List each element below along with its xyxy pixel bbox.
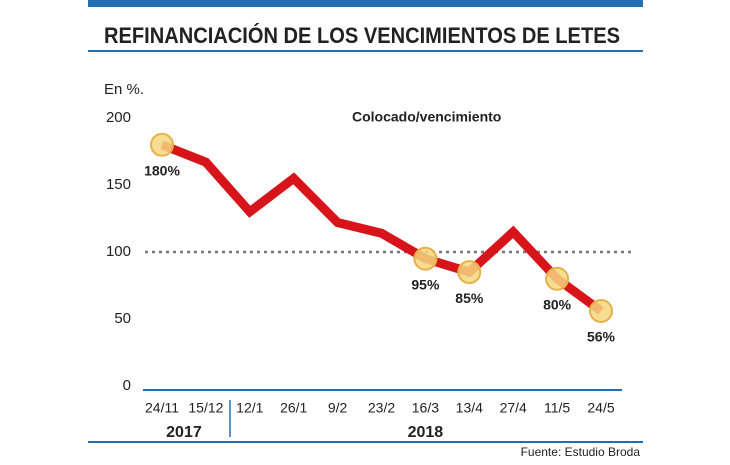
value-label: 80% <box>543 297 572 313</box>
value-label: 180% <box>144 163 180 179</box>
highlight-marker <box>150 132 174 157</box>
value-label: 56% <box>587 329 616 345</box>
x-tick-label: 11/5 <box>544 400 570 416</box>
chart-title: REFINANCIACIÓN DE LOS VENCIMIENTOS DE LE… <box>104 23 620 48</box>
x-tick-label: 9/2 <box>328 400 348 416</box>
year-label: 2017 <box>166 424 202 441</box>
top-bar <box>88 0 643 7</box>
x-tick-label: 16/3 <box>412 400 439 416</box>
y-axis-label: En %. <box>104 81 144 98</box>
y-tick-label: 100 <box>106 243 131 260</box>
x-tick-label: 27/4 <box>500 400 527 416</box>
y-tick-label: 200 <box>106 109 131 126</box>
y-tick-label: 50 <box>114 310 131 327</box>
x-tick-label: 12/1 <box>236 400 263 416</box>
source: Fuente: Estudio Broda <box>521 445 641 459</box>
year-label: 2018 <box>408 424 444 441</box>
highlight-marker <box>413 246 438 271</box>
line <box>160 140 604 315</box>
y-tick-label: 0 <box>123 377 131 394</box>
x-tick-label: 26/1 <box>280 400 307 416</box>
x-tick-label: 15/12 <box>188 400 223 416</box>
highlight-marker <box>589 298 613 323</box>
value-label: 95% <box>411 276 440 292</box>
highlight-marker <box>457 260 482 285</box>
annotation: Colocado/vencimiento <box>352 109 501 125</box>
value-label: 85% <box>455 290 484 306</box>
x-tick-label: 24/11 <box>145 400 179 416</box>
x-tick-label: 23/2 <box>368 400 395 416</box>
highlight-marker <box>545 266 570 291</box>
x-tick-label: 24/5 <box>587 400 614 416</box>
y-tick-label: 150 <box>106 176 131 193</box>
x-tick-label: 13/4 <box>456 400 483 416</box>
